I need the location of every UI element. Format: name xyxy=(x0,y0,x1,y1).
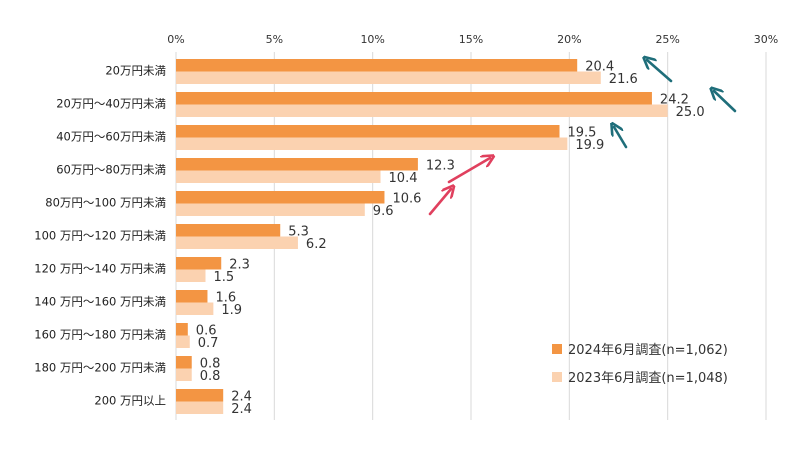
data-label: 1.5 xyxy=(214,270,235,285)
bar-2023 xyxy=(176,137,568,150)
data-label: 21.6 xyxy=(609,72,638,87)
bar-2023 xyxy=(176,170,381,183)
category-label: 120 万円～140 万円未満 xyxy=(34,262,166,276)
bar-2023 xyxy=(176,236,298,249)
data-label: 2.3 xyxy=(229,258,250,273)
value-labels: 20.421.6 24.225.0 19.519.9 12.3 10.4 10.69.6 5… xyxy=(196,60,705,418)
bars xyxy=(176,59,668,414)
bar-2023 xyxy=(176,104,668,117)
bar-2023 xyxy=(176,302,214,315)
bar-2024 xyxy=(176,158,418,171)
bar-2024 xyxy=(176,224,281,237)
data-label: 9.6 xyxy=(373,204,394,219)
data-label: 0.7 xyxy=(198,336,219,351)
bar-2024 xyxy=(176,191,385,204)
bar-2024 xyxy=(176,92,652,105)
increase-arrow xyxy=(428,189,451,216)
category-label: 200 万円以上 xyxy=(94,394,166,408)
data-label: 20.4 xyxy=(585,60,614,75)
category-label: 20万円未満 xyxy=(105,64,166,78)
data-label: 25.0 xyxy=(676,105,705,120)
data-label: 0.8 xyxy=(200,369,221,384)
category-labels: 20万円未満 20万円～40万円未満 40万円～60万円未満 60万円～80万円未満 8… xyxy=(34,64,166,408)
decrease-arrow xyxy=(614,127,628,149)
data-label: 24.2 xyxy=(660,93,689,108)
bar-2024 xyxy=(176,59,578,72)
category-label: 60万円～80万円未満 xyxy=(56,163,166,177)
legend: 2024年6月調査(n=1,062) 2023年6月調査(n=1,048) xyxy=(552,343,728,386)
bar-2023 xyxy=(176,368,192,381)
data-label: 6.2 xyxy=(306,237,327,252)
legend-swatch xyxy=(552,344,562,354)
bar-2023 xyxy=(176,401,224,414)
decrease-arrow xyxy=(647,60,673,83)
category-label: 100 万円～120 万円未満 xyxy=(34,229,166,243)
x-tick-label: 5% xyxy=(266,33,283,46)
bar-2024 xyxy=(176,356,192,369)
bar-2023 xyxy=(176,335,190,348)
x-tick-label: 30% xyxy=(754,33,778,46)
category-label: 140 万円～160 万円未満 xyxy=(34,295,166,309)
legend-label: 2024年6月調査(n=1,062) xyxy=(568,343,728,358)
decrease-arrow xyxy=(714,91,737,113)
bar-2023 xyxy=(176,203,365,216)
data-label: 12.3 xyxy=(426,159,455,174)
data-label: 10.4 xyxy=(389,171,418,186)
data-label: 0.6 xyxy=(196,324,217,339)
legend-swatch xyxy=(552,372,562,382)
increase-arrow xyxy=(447,158,490,184)
data-label: 1.9 xyxy=(221,303,242,318)
annotation-arrows xyxy=(428,60,737,216)
bar-2023 xyxy=(176,269,206,282)
bar-2024 xyxy=(176,323,188,336)
data-label: 2.4 xyxy=(231,390,252,405)
legend-label: 2023年6月調査(n=1,048) xyxy=(568,371,728,386)
data-label: 19.9 xyxy=(575,138,604,153)
bar-2024 xyxy=(176,257,222,270)
data-label: 0.8 xyxy=(200,357,221,372)
category-label: 40万円～60万円未満 xyxy=(56,130,166,144)
category-label: 80万円～100 万円未満 xyxy=(45,196,166,210)
category-label: 160 万円～180 万円未満 xyxy=(34,328,166,342)
bar-2024 xyxy=(176,290,208,303)
bar-2024 xyxy=(176,389,224,402)
x-tick-label: 25% xyxy=(655,33,679,46)
category-label: 180 万円～200 万円未満 xyxy=(34,361,166,375)
data-label: 10.6 xyxy=(392,192,421,207)
category-label: 20万円～40万円未満 xyxy=(56,97,166,111)
x-axis-ticks: 0% 5% 10% 15% 20% 25% 30% xyxy=(167,33,778,46)
bar-2023 xyxy=(176,71,601,84)
data-label: 1.6 xyxy=(215,291,236,306)
data-label: 19.5 xyxy=(568,126,597,141)
x-tick-label: 15% xyxy=(459,33,483,46)
bar-2024 xyxy=(176,125,560,138)
data-label: 5.3 xyxy=(288,225,309,240)
x-tick-label: 20% xyxy=(557,33,581,46)
x-tick-label: 10% xyxy=(360,33,384,46)
data-label: 2.4 xyxy=(231,402,252,417)
x-tick-label: 0% xyxy=(167,33,184,46)
